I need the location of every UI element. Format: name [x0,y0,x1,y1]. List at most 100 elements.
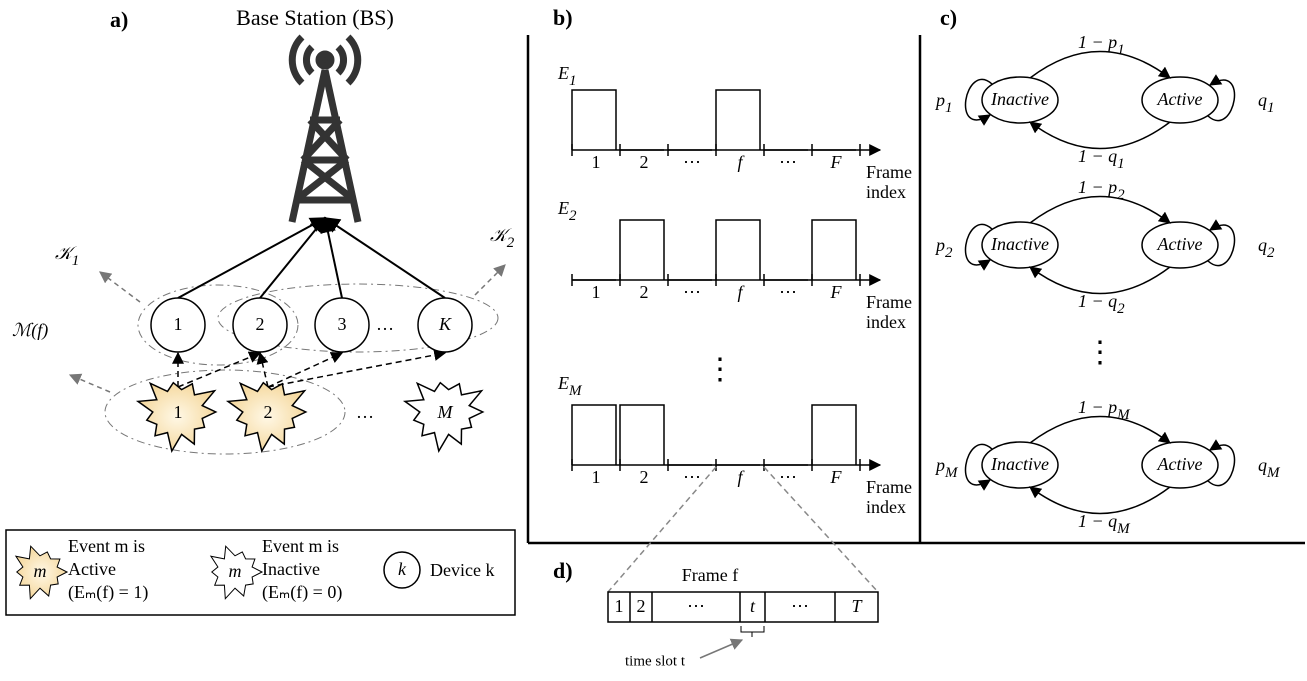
legend-device [383,551,421,589]
event-label: M [437,402,454,422]
self-loop-label-base: q [1258,455,1267,475]
self-loop [964,223,993,271]
event-label: 2 [264,402,273,422]
state-label: Inactive [990,89,1049,109]
event-label: 1 [174,402,183,422]
self-loop-label: pM [934,455,959,481]
cluster-label-sub: 2 [507,235,515,251]
panel-frame [526,35,1305,545]
legend-star [14,545,69,600]
panel-label: a) [110,7,128,32]
transition-label-sub: 1 [1117,42,1125,58]
self-loop-label-base: p [934,90,945,110]
self-loop-label-sub: 2 [1267,245,1275,261]
signal-name-base: E [557,373,569,393]
uplink-arrow [177,217,327,299]
transition-label-sub: 1 [1117,156,1125,172]
signal-name-base: E [557,63,569,83]
legend-text: Event m is [68,536,145,556]
slot: t [750,596,756,616]
frame-label: 2 [640,152,649,172]
legend-text: Device k [430,560,494,580]
frame-label: F [830,282,843,302]
transition [1029,486,1171,515]
state-label: Active [1157,234,1203,254]
frame-label: ⋯ [683,467,701,487]
bs-label: Base Station (BS) [236,5,394,30]
device-label: 1 [174,314,183,334]
panel-label: d) [553,558,573,583]
self-loop-label-base: p [934,235,945,255]
transition-label-base: 1 − q [1078,146,1117,166]
ellipsis: ⋮ [1085,336,1115,369]
slot-pointer [699,638,744,659]
cluster-ellipse [137,284,299,366]
frame-label: ⋯ [683,282,701,302]
self-loop [964,443,993,491]
state [1141,221,1219,269]
frame-label: 2 [640,282,649,302]
transition [1029,415,1171,444]
self-loop-label: qM [1258,455,1281,481]
panel-label: c) [940,5,957,30]
transition [1029,121,1171,150]
cluster-label: 𝒦1 [55,243,79,269]
cluster-label-sub: 1 [72,253,80,269]
axis-label: index [866,497,906,517]
signal-name: EM [557,373,583,399]
self-loop-label-sub: M [944,465,959,481]
event-star [225,381,308,453]
frame-box [607,591,879,623]
signal-name: E1 [557,63,577,89]
self-loop-label-sub: 2 [945,245,953,261]
axis-label: index [866,312,906,332]
transition-label: 1 − pM [1078,397,1131,423]
self-loop-label: q1 [1258,90,1275,116]
transition-label-base: 1 − q [1078,291,1117,311]
frame-title: Frame f [682,565,738,585]
event-star [135,381,218,453]
signal-name-sub: M [568,383,583,399]
zoom-line [607,466,717,593]
transition-label: 1 − p2 [1078,177,1125,203]
state [1141,76,1219,124]
pulse [619,219,665,280]
self-loop-label-sub: 1 [1267,100,1275,116]
self-loop-label-base: q [1258,235,1267,255]
event-set-label: ℳ(f) [12,320,48,341]
ellipsis: ⋮ [705,353,735,386]
transition-label-sub: M [1116,407,1131,423]
axis-label: index [866,182,906,202]
self-loop [1207,74,1236,122]
self-loop-label: p1 [934,90,953,116]
self-loop [964,78,993,126]
state-label: Active [1157,454,1203,474]
uplink-arrow [259,216,327,299]
cluster-label-base: 𝒦 [490,225,512,245]
self-loop-label-base: q [1258,90,1267,110]
event-link [267,349,447,388]
cluster-ellipse [217,283,499,353]
self-loop-label-sub: 1 [945,100,953,116]
self-loop-label-sub: M [1266,465,1281,481]
transition [1029,195,1171,224]
state [981,441,1059,489]
frame-label: F [830,152,843,172]
self-loop [1207,439,1236,487]
signal-name-sub: 2 [569,208,577,224]
signal-name-base: E [557,198,569,218]
legend-text: (Eₘ(f) = 1) [68,582,148,603]
frame-label: ⋯ [779,282,797,302]
device-label: K [438,314,452,334]
state-label: Inactive [990,454,1049,474]
frame-label: ⋯ [779,467,797,487]
transition-label: 1 − p1 [1078,32,1125,58]
axis-label: Frame [866,292,912,312]
self-loop-label-base: p [934,455,945,475]
pulse [619,404,665,465]
frame-label: f [737,467,745,487]
frame-label: 1 [592,152,601,172]
pulse [811,404,857,465]
cluster-label-base: 𝒦 [55,243,77,263]
